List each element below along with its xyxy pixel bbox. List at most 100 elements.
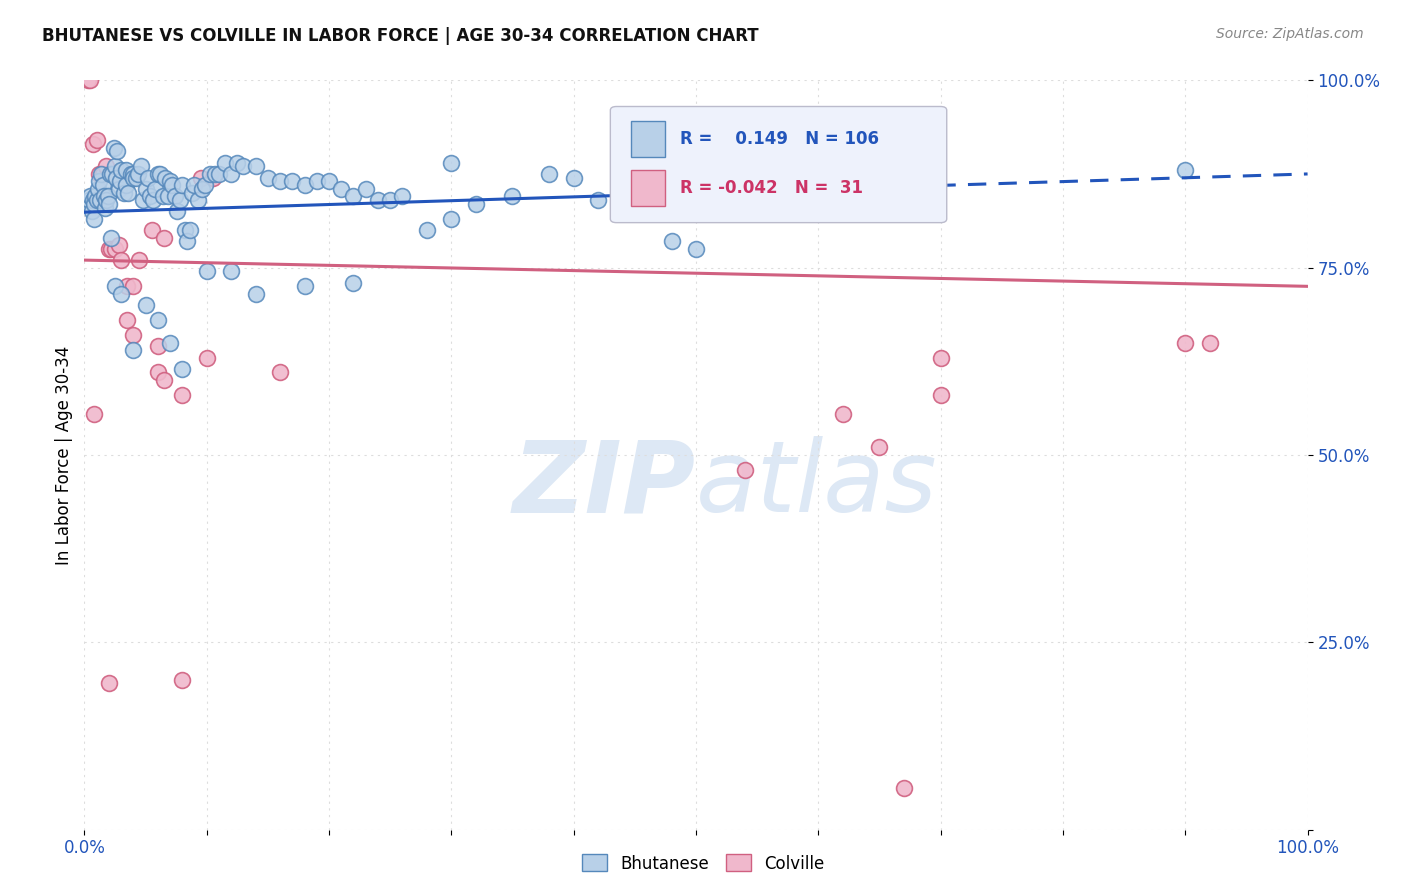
Point (190, 170, 212, 185)
Point (117, 186, 139, 200)
Point (146, 366, 169, 380)
Point (367, 193, 389, 207)
Point (893, 781, 915, 796)
Point (82, 193, 104, 207)
Point (159, 174, 181, 188)
Point (200, 167, 222, 181)
Point (87, 174, 110, 188)
Point (146, 313, 169, 327)
Point (115, 163, 138, 178)
Point (139, 189, 162, 203)
Point (97, 189, 120, 203)
Point (624, 170, 647, 185)
Point (1174, 163, 1197, 178)
Point (342, 189, 364, 203)
Point (183, 178, 205, 193)
Point (96, 160, 118, 174)
Point (105, 145, 128, 159)
Point (201, 170, 224, 185)
Point (77, 73, 100, 87)
Point (294, 279, 316, 293)
Point (929, 388, 952, 402)
Point (100, 242, 122, 256)
Point (194, 178, 217, 193)
Point (440, 211, 463, 226)
Point (226, 155, 249, 169)
Point (91, 178, 114, 193)
Point (79, 189, 101, 203)
Point (416, 223, 439, 237)
Point (208, 167, 231, 181)
Point (104, 160, 127, 174)
Point (112, 186, 135, 200)
Point (122, 170, 145, 185)
Text: BHUTANESE VS COLVILLE IN LABOR FORCE | AGE 30-34 CORRELATION CHART: BHUTANESE VS COLVILLE IN LABOR FORCE | A… (42, 27, 759, 45)
Point (195, 264, 218, 278)
Point (108, 174, 131, 188)
Point (141, 223, 163, 237)
Point (181, 186, 204, 200)
Point (142, 193, 165, 207)
Point (440, 155, 463, 169)
Point (83, 407, 105, 421)
Point (305, 174, 328, 188)
Point (86, 133, 108, 147)
Point (152, 189, 174, 203)
Point (104, 279, 127, 293)
Point (120, 167, 142, 181)
Point (103, 141, 125, 155)
Point (132, 193, 155, 207)
Point (146, 339, 169, 353)
Point (87, 182, 110, 196)
Point (330, 182, 353, 196)
Point (110, 163, 132, 178)
Point (110, 253, 132, 268)
Point (191, 182, 214, 196)
Point (172, 361, 194, 376)
Point (89, 193, 111, 207)
Point (101, 167, 124, 181)
Point (269, 366, 291, 380)
Point (153, 373, 176, 387)
Point (685, 242, 707, 256)
Point (747, 204, 769, 219)
Point (734, 463, 756, 477)
Point (110, 286, 132, 301)
Point (87, 167, 110, 181)
Point (538, 167, 561, 181)
FancyBboxPatch shape (631, 169, 665, 206)
Point (77, 197, 100, 211)
Point (502, 189, 524, 203)
Point (77, 193, 100, 207)
Point (97, 676, 120, 690)
Point (1174, 335, 1197, 350)
Y-axis label: In Labor Force | Age 30-34: In Labor Force | Age 30-34 (55, 345, 73, 565)
Point (318, 174, 340, 188)
Point (136, 170, 159, 185)
Point (122, 167, 145, 181)
Text: R =    0.149   N = 106: R = 0.149 N = 106 (681, 130, 879, 148)
Point (104, 242, 127, 256)
Point (831, 407, 853, 421)
Point (122, 279, 145, 293)
Point (159, 335, 181, 350)
Point (758, 193, 780, 207)
Point (245, 286, 267, 301)
Point (661, 235, 683, 249)
Point (294, 178, 316, 193)
Point (90, 167, 112, 181)
Point (107, 182, 129, 196)
Point (172, 388, 194, 402)
Point (172, 178, 194, 193)
Point (391, 189, 413, 203)
Point (214, 155, 236, 169)
Point (135, 182, 157, 196)
Point (869, 441, 891, 455)
Point (153, 230, 176, 244)
Point (204, 167, 226, 181)
Point (464, 197, 486, 211)
Text: R = -0.042   N =  31: R = -0.042 N = 31 (681, 179, 863, 197)
Point (98, 167, 121, 181)
FancyBboxPatch shape (631, 121, 665, 157)
Point (93, 189, 115, 203)
